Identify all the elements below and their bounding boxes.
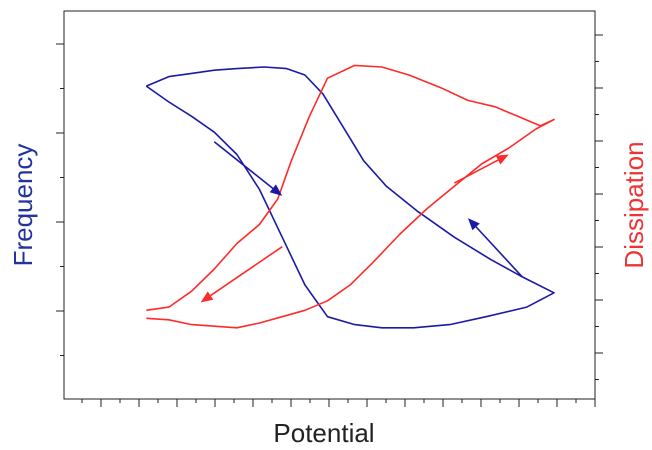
direction-arrow-shaft (213, 141, 274, 189)
direction-arrow-head (269, 184, 283, 196)
axis-ticks (56, 34, 603, 407)
plot-frame (63, 10, 596, 400)
left-y-axis-label: Frequency (8, 144, 38, 267)
direction-arrow-shaft (453, 159, 499, 184)
direction-arrow-shaft (475, 226, 523, 278)
x-axis-label: Potential (273, 418, 374, 448)
right-y-axis-label: Dissipation (619, 141, 649, 268)
direction-arrow-head (495, 154, 509, 165)
series-layer (145, 64, 555, 329)
direction-arrow-head (467, 218, 480, 231)
direction-arrow-shaft (210, 246, 283, 297)
dissipation-series-line (146, 64, 555, 329)
direction-arrow-head (200, 291, 214, 303)
arrows-layer (200, 141, 523, 303)
